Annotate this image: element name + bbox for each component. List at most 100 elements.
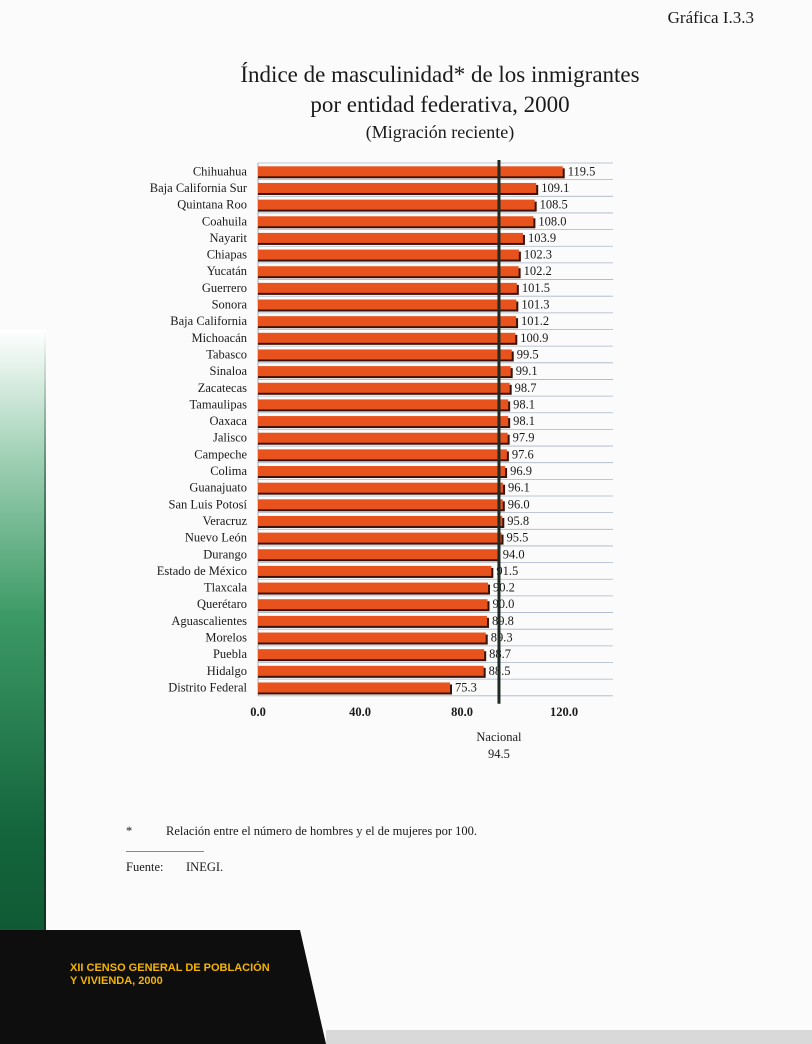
- bar: [258, 332, 516, 343]
- bar: [258, 182, 537, 193]
- bar: [258, 582, 489, 593]
- bar: [258, 232, 523, 243]
- footnote-asterisk: *: [126, 824, 133, 838]
- bar: [258, 615, 487, 626]
- value-label: 102.3: [524, 248, 552, 262]
- value-label: 96.0: [508, 497, 530, 511]
- category-label: Campeche: [194, 447, 247, 461]
- category-label: Yucatán: [207, 264, 248, 278]
- value-label: 94.0: [503, 547, 525, 561]
- bar: [258, 515, 503, 526]
- chart-title-line-1: Índice de masculinidad* de los inmigrant…: [240, 62, 640, 87]
- chart-title: Índice de masculinidad* de los inmigrant…: [150, 60, 730, 120]
- footer-line-2: Y VIVIENDA, 2000: [70, 975, 163, 987]
- category-label: Distrito Federal: [168, 680, 247, 694]
- bar: [258, 599, 488, 610]
- category-label: Quintana Roo: [177, 198, 247, 212]
- bar: [258, 299, 517, 310]
- value-label: 108.5: [540, 198, 568, 212]
- category-label: San Luis Potosí: [169, 497, 248, 511]
- bar: [258, 199, 535, 210]
- x-tick-label: 120.0: [550, 705, 578, 719]
- value-label: 89.3: [491, 631, 513, 645]
- footnote-text: Relación entre el número de hombres y el…: [166, 824, 478, 838]
- value-label: 99.1: [516, 364, 538, 378]
- value-label: 99.5: [517, 347, 539, 361]
- category-label: Morelos: [205, 631, 247, 645]
- category-label: Puebla: [213, 647, 247, 661]
- category-label: Sinaloa: [210, 364, 248, 378]
- bar: [258, 382, 510, 393]
- bar: [258, 266, 519, 277]
- value-label: 100.9: [520, 331, 548, 345]
- value-label: 101.5: [522, 281, 550, 295]
- category-label: Coahuila: [202, 214, 248, 228]
- x-tick-label: 80.0: [451, 705, 473, 719]
- value-label: 91.5: [496, 564, 518, 578]
- bar: [258, 432, 508, 443]
- value-label: 102.2: [524, 264, 552, 278]
- value-label: 96.1: [508, 481, 530, 495]
- category-label: Tlaxcala: [204, 581, 247, 595]
- x-tick-label: 40.0: [349, 705, 371, 719]
- bar: [258, 565, 492, 576]
- value-label: 103.9: [528, 231, 556, 245]
- bar: [258, 649, 485, 660]
- value-label: 101.3: [521, 298, 549, 312]
- value-label: 89.8: [492, 614, 514, 628]
- side-gradient-band: [0, 330, 46, 1044]
- value-label: 101.2: [521, 314, 549, 328]
- bar: [258, 249, 519, 260]
- category-label: Durango: [203, 547, 247, 561]
- side-band-edge: [44, 330, 46, 1044]
- category-label: Estado de México: [157, 564, 247, 578]
- bar: [258, 632, 486, 643]
- bar-chart: Chihuahua 119.5 Baja California Sur 109.1 Qu…: [150, 160, 613, 761]
- bar: [258, 499, 503, 510]
- category-label: Sonora: [212, 298, 248, 312]
- category-label: Baja California: [170, 314, 247, 328]
- bar: [258, 166, 563, 177]
- category-label: Hidalgo: [207, 664, 247, 678]
- footnote-rule: [126, 851, 204, 852]
- category-label: Guanajuato: [189, 481, 247, 495]
- source-value: INEGI.: [186, 860, 224, 874]
- bar: [258, 532, 502, 543]
- category-label: Colima: [210, 464, 247, 478]
- category-label: Tabasco: [206, 347, 247, 361]
- category-label: Querétaro: [197, 597, 247, 611]
- value-label: 108.0: [538, 214, 566, 228]
- chart-number-label: Gráfica I.3.3: [667, 8, 754, 27]
- category-label: Tamaulipas: [190, 397, 248, 411]
- value-label: 96.9: [510, 464, 532, 478]
- value-label: 95.5: [507, 531, 529, 545]
- value-label: 95.8: [507, 514, 529, 528]
- chart-title-line-2: por entidad federativa, 2000: [310, 92, 570, 117]
- bar: [258, 282, 517, 293]
- category-label: Nuevo León: [185, 531, 248, 545]
- value-label: 90.2: [493, 581, 515, 595]
- source-label: Fuente:: [126, 860, 164, 874]
- bar: [258, 449, 507, 460]
- value-label: 97.6: [512, 447, 534, 461]
- value-label: 109.1: [541, 181, 569, 195]
- reference-line-value: 94.5: [488, 747, 510, 761]
- value-label: 75.3: [455, 680, 477, 694]
- bottom-edge-strip: [326, 1030, 812, 1044]
- value-label: 98.7: [515, 381, 537, 395]
- value-label: 97.9: [513, 431, 535, 445]
- footnote: * Relación entre el número de hombres y e…: [126, 824, 477, 839]
- category-label: Zacatecas: [198, 381, 247, 395]
- category-label: Chiapas: [207, 248, 247, 262]
- reference-line-label: Nacional: [476, 730, 522, 744]
- category-label: Aguascalientes: [171, 614, 247, 628]
- bar: [258, 549, 498, 560]
- category-label: Jalisco: [213, 431, 247, 445]
- bar: [258, 216, 534, 227]
- chart-subtitle: (Migración reciente): [365, 122, 515, 142]
- category-label: Chihuahua: [193, 164, 248, 178]
- category-label: Veracruz: [203, 514, 248, 528]
- bar: [258, 399, 509, 410]
- footer-census-title: XII CENSO GENERAL DE POBLACIÓN Y VIVIEND…: [70, 962, 270, 988]
- source-line: Fuente: INEGI.: [126, 860, 223, 875]
